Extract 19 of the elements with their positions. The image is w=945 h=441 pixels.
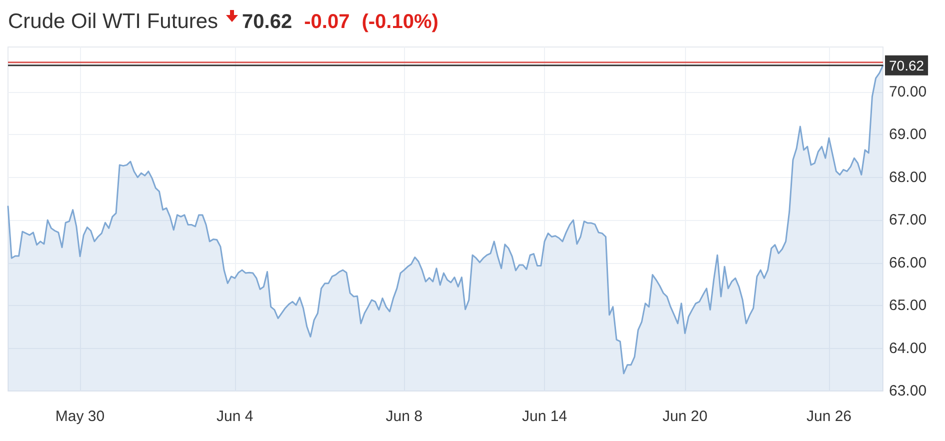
x-tick-label: Jun 14 <box>522 408 568 425</box>
text: 70.62 <box>242 10 292 34</box>
y-tick-label: 70.00 <box>889 83 927 100</box>
chart-title: Crude Oil WTI Futures <box>8 10 218 34</box>
x-tick-label: Jun 20 <box>662 408 708 425</box>
x-tick-label: Jun 8 <box>386 408 422 425</box>
ref-line-label: 70.62 <box>889 57 924 74</box>
y-tick-label: 67.00 <box>889 212 927 229</box>
text: (-0.10%) <box>362 10 438 34</box>
x-tick-label: Jun 4 <box>216 408 254 425</box>
x-tick-label: May 30 <box>55 408 105 425</box>
text: -0.07 <box>304 10 350 34</box>
y-tick-label: 64.00 <box>889 340 927 357</box>
y-tick-label: 65.00 <box>889 297 927 314</box>
y-tick-label: 66.00 <box>889 254 927 272</box>
y-tick-label: 68.00 <box>889 168 927 186</box>
x-tick-label: Jun 26 <box>806 408 852 425</box>
y-tick-label: 63.00 <box>889 382 927 400</box>
y-tick-label: 69.00 <box>889 126 927 144</box>
